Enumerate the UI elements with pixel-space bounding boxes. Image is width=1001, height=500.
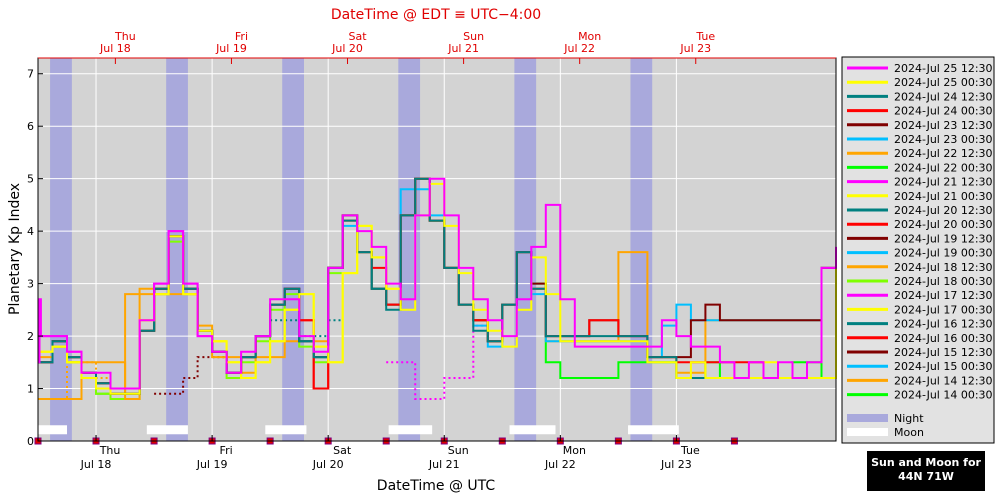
legend-entry-15: 2024-Jul 18 00:30 [894,275,993,288]
legend-entry-11: 2024-Jul 20 00:30 [894,218,993,231]
legend-entry-0: 2024-Jul 25 12:30 [894,62,993,75]
moon-bar-4 [509,425,556,435]
x-tick-date-5: Jul 23 [660,458,692,471]
legend-swatch-moon [847,428,888,436]
x-tick-day-5: Tue [680,444,700,457]
top-tick-date-3: Jul 21 [447,42,479,55]
plot-area [38,58,836,441]
night-band-1 [166,58,188,441]
legend-entry-2: 2024-Jul 24 12:30 [894,90,993,103]
legend-entry-14: 2024-Jul 18 12:30 [894,261,993,274]
x-tick-day-3: Sun [448,444,469,457]
legend-entry-3: 2024-Jul 24 00:30 [894,105,993,118]
legend-entry-1: 2024-Jul 25 00:30 [894,76,993,89]
legend-entry-4: 2024-Jul 23 12:30 [894,119,993,132]
x-tick-date-2: Jul 20 [312,458,344,471]
x-tick-day-2: Sat [333,444,352,457]
top-tick-day-3: Sun [463,30,484,43]
top-tick-day-5: Tue [695,30,715,43]
y-tick-label-3: 3 [27,278,34,291]
y-tick-label-6: 6 [27,120,34,133]
legend-entry-7: 2024-Jul 22 00:30 [894,161,993,174]
y-tick-label-5: 5 [27,173,34,186]
legend-entry-moon: Moon [894,426,924,439]
y-tick-label-7: 7 [27,68,34,81]
top-tick-day-4: Mon [578,30,601,43]
top-tick-day-0: Thu [114,30,136,43]
top-tick-date-0: Jul 18 [99,42,131,55]
moon-bar-2 [265,425,307,435]
series-line-2024-jul-19-12-30 [154,356,227,395]
top-tick-date-1: Jul 19 [215,42,247,55]
legend-entry-10: 2024-Jul 20 12:30 [894,204,993,217]
sun-moon-box-line2: 44N 71W [898,470,954,483]
legend-entry-night: Night [894,412,924,425]
night-band-2 [282,58,304,441]
top-tick-date-2: Jul 20 [331,42,363,55]
legend-entry-16: 2024-Jul 17 12:30 [894,289,993,302]
top-tick-day-2: Sat [349,30,368,43]
legend-entry-20: 2024-Jul 15 12:30 [894,346,993,359]
night-band-3 [398,58,421,441]
legend-entry-9: 2024-Jul 21 00:30 [894,190,993,203]
night-band-0 [50,58,72,441]
x-axis-label: DateTime @ UTC [377,478,496,494]
x-tick-day-0: Thu [99,444,121,457]
x-tick-day-1: Fri [220,444,233,457]
legend-entry-8: 2024-Jul 21 12:30 [894,176,993,189]
legend-entry-12: 2024-Jul 19 12:30 [894,232,993,245]
series-line-2024-jul-25-12-30 [38,177,837,390]
x-tick-date-4: Jul 22 [544,458,576,471]
legend-entry-17: 2024-Jul 17 00:30 [894,303,993,316]
legend-entry-18: 2024-Jul 16 12:30 [894,318,993,331]
x-tick-date-0: Jul 18 [80,458,112,471]
night-band-5 [630,58,653,441]
top-tick-day-1: Fri [235,30,248,43]
legend-entry-19: 2024-Jul 16 00:30 [894,332,993,345]
night-band-4 [514,58,537,441]
x-tick-date-1: Jul 19 [196,458,228,471]
sun-moon-box-line1: Sun and Moon for [871,456,981,469]
legend-entry-21: 2024-Jul 15 00:30 [894,360,993,373]
x-tick-day-4: Mon [563,444,586,457]
top-tick-date-5: Jul 23 [679,42,711,55]
sun-and-moon-location-box: Sun and Moon for 44N 71W [867,451,985,491]
chart-title: DateTime @ EDT ≡ UTC−4:00 [331,7,541,23]
legend-entry-13: 2024-Jul 19 00:30 [894,247,993,260]
legend-entry-6: 2024-Jul 22 12:30 [894,147,993,160]
moon-bar-3 [388,425,433,435]
legend-box [841,56,995,444]
legend-entry-22: 2024-Jul 14 12:30 [894,374,993,387]
y-axis-label: Planetary Kp Index [7,183,23,315]
moon-bar-1 [146,425,188,435]
top-tick-date-4: Jul 22 [563,42,595,55]
legend-entry-5: 2024-Jul 23 00:30 [894,133,993,146]
y-tick-label-4: 4 [27,225,34,238]
moon-bar-5 [628,425,679,435]
x-tick-date-3: Jul 21 [428,458,460,471]
y-tick-label-1: 1 [27,383,34,396]
moon-bar-0 [38,425,68,435]
legend-entry-23: 2024-Jul 14 00:30 [894,389,993,402]
y-tick-label-0: 0 [27,435,34,448]
y-tick-label-2: 2 [27,330,34,343]
legend-swatch-night [847,414,888,422]
